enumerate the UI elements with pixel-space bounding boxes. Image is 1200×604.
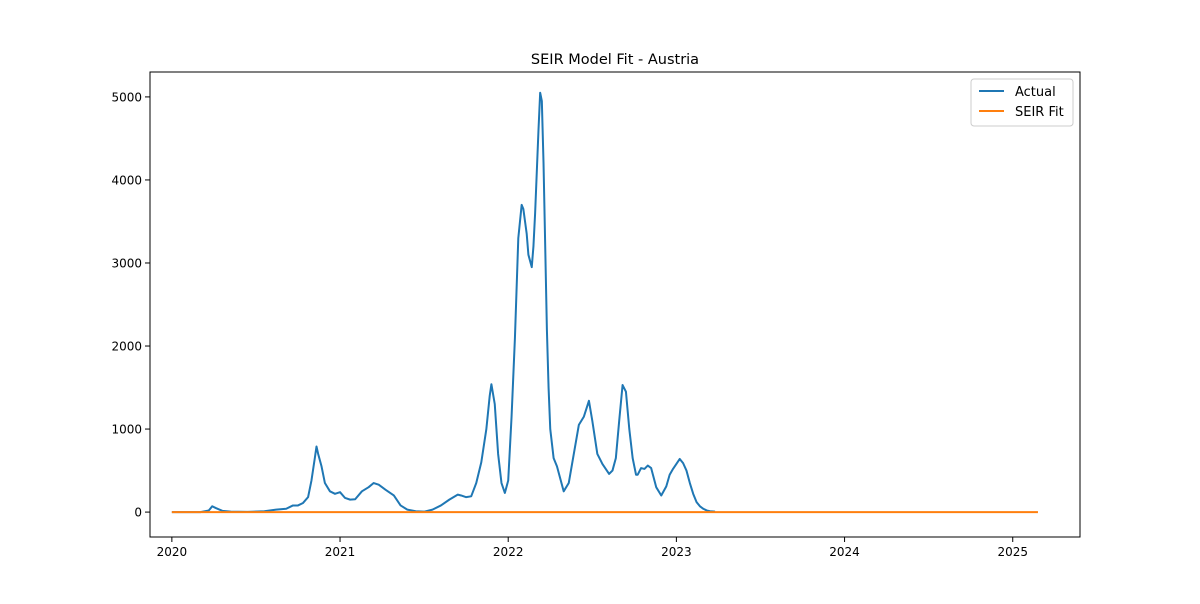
legend: Actual SEIR Fit: [970, 78, 1074, 127]
y-tick-label: 3000: [111, 256, 142, 270]
legend-label-seir-fit: SEIR Fit: [1015, 105, 1064, 120]
chart-title: SEIR Model Fit - Austria: [531, 52, 699, 68]
series-layer: [171, 91, 1038, 514]
x-axis: 2020 2021 2022 2023 2024 2025: [157, 537, 1028, 559]
y-tick-label: 1000: [111, 423, 142, 437]
x-tick-label: 2023: [661, 545, 692, 559]
x-tick-label: 2024: [829, 545, 860, 559]
x-tick-label: 2025: [997, 545, 1028, 559]
legend-label-actual: Actual: [1015, 85, 1056, 100]
y-axis: 0 1000 2000 3000 4000 5000: [111, 90, 150, 520]
y-tick-label: 0: [134, 506, 142, 520]
series-line-actual: [171, 91, 716, 514]
y-tick-label: 5000: [111, 90, 142, 104]
x-tick-label: 2021: [325, 545, 356, 559]
x-tick-label: 2020: [157, 545, 188, 559]
y-tick-label: 2000: [111, 340, 142, 354]
x-tick-label: 2022: [493, 545, 524, 559]
plot-frame: [149, 71, 1081, 538]
y-tick-label: 4000: [111, 173, 142, 187]
